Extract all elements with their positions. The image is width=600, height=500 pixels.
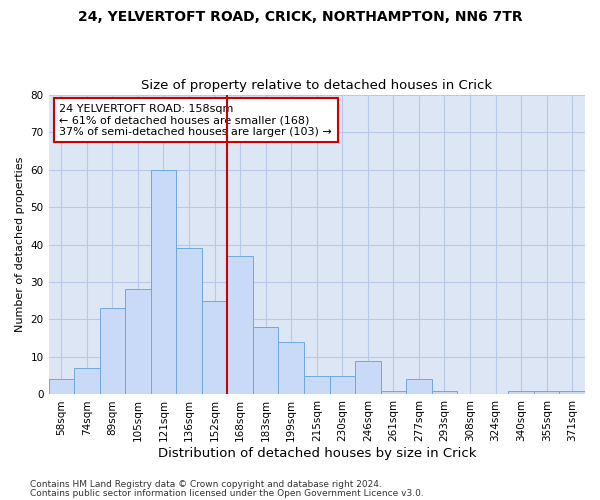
Bar <box>329 376 355 394</box>
Bar <box>151 170 176 394</box>
Bar <box>304 376 329 394</box>
Bar <box>508 390 534 394</box>
Bar <box>559 390 585 394</box>
Title: Size of property relative to detached houses in Crick: Size of property relative to detached ho… <box>141 79 493 92</box>
Bar <box>432 390 457 394</box>
Bar <box>406 380 432 394</box>
Bar <box>227 256 253 394</box>
Bar <box>74 368 100 394</box>
Text: Contains public sector information licensed under the Open Government Licence v3: Contains public sector information licen… <box>30 488 424 498</box>
Text: 24 YELVERTOFT ROAD: 158sqm
← 61% of detached houses are smaller (168)
37% of sem: 24 YELVERTOFT ROAD: 158sqm ← 61% of deta… <box>59 104 332 137</box>
Bar <box>49 380 74 394</box>
Bar <box>278 342 304 394</box>
Bar <box>202 300 227 394</box>
Bar <box>380 390 406 394</box>
Text: Contains HM Land Registry data © Crown copyright and database right 2024.: Contains HM Land Registry data © Crown c… <box>30 480 382 489</box>
Text: 24, YELVERTOFT ROAD, CRICK, NORTHAMPTON, NN6 7TR: 24, YELVERTOFT ROAD, CRICK, NORTHAMPTON,… <box>77 10 523 24</box>
Bar <box>125 290 151 395</box>
Bar <box>100 308 125 394</box>
Bar <box>176 248 202 394</box>
Y-axis label: Number of detached properties: Number of detached properties <box>15 157 25 332</box>
Bar <box>253 327 278 394</box>
Bar <box>355 360 380 394</box>
X-axis label: Distribution of detached houses by size in Crick: Distribution of detached houses by size … <box>158 447 476 460</box>
Bar <box>534 390 559 394</box>
